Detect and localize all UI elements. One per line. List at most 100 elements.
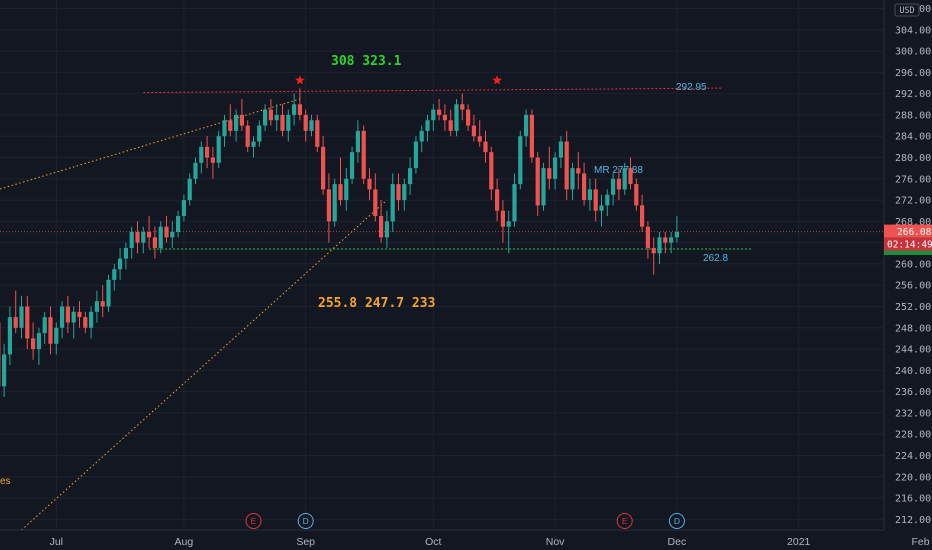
candle-body	[379, 216, 384, 238]
candle-up	[674, 216, 679, 243]
candle-down	[564, 130, 569, 201]
candle-up	[570, 162, 575, 201]
candle-down	[83, 311, 88, 334]
time-tick-label: Feb	[911, 536, 929, 548]
candle-up	[118, 247, 123, 280]
candle-body	[495, 189, 500, 211]
candle-up	[669, 232, 674, 254]
price-tick-label: 212.00	[895, 515, 931, 526]
price-tick-label: 284.00	[895, 132, 931, 143]
candle-body	[141, 232, 146, 243]
earnings-event-marker[interactable]: E	[616, 513, 633, 529]
candle-down	[645, 221, 650, 259]
candle-body	[48, 317, 53, 344]
candle-up	[106, 274, 111, 312]
candle-body	[558, 141, 563, 158]
candle-down	[483, 130, 488, 163]
price-tick-label: 232.00	[895, 408, 931, 419]
candle-up	[123, 242, 128, 270]
price-axis[interactable]: 212.00 216.00 220.00 224.00 228.00 232.00 236.…	[883, 0, 932, 530]
candle-down	[239, 98, 244, 131]
candle-up	[187, 173, 192, 206]
candle-body	[286, 114, 291, 131]
candle-down	[379, 200, 384, 243]
candle-up	[1, 343, 7, 397]
candle-down	[582, 162, 587, 206]
time-axis[interactable]: Jul Aug Sep Oct Nov Dec 2021 Feb	[0, 529, 930, 550]
candle-body	[303, 114, 308, 131]
dividend-event-marker[interactable]: D	[668, 513, 685, 529]
price-tick-label: 220.00	[895, 472, 931, 483]
candle-body	[512, 184, 517, 222]
candle-body	[338, 184, 343, 201]
price-tick-label: 304.00	[895, 25, 931, 36]
candle-up	[611, 173, 616, 206]
candle-down	[448, 109, 453, 137]
dividend-event-marker[interactable]: D	[297, 513, 314, 529]
countdown-tag-label: 02:14:49	[887, 240, 932, 251]
candle-up	[605, 189, 610, 217]
candle-body	[355, 130, 360, 153]
candle-up	[60, 301, 65, 339]
candle-body	[129, 232, 134, 248]
candle-down	[477, 120, 482, 147]
candle-body	[239, 114, 244, 126]
candle-up	[7, 306, 12, 366]
resistance-line	[143, 87, 724, 94]
star-icon	[492, 75, 502, 85]
candle-body	[152, 237, 157, 248]
candle-body	[489, 152, 494, 190]
candle-body	[483, 141, 488, 153]
candle-body	[454, 104, 459, 131]
earnings-event-marker[interactable]: E	[245, 513, 262, 529]
candle-body	[158, 226, 163, 248]
time-tick-label: Oct	[425, 536, 441, 548]
candle-down	[13, 290, 18, 334]
candle-body	[367, 178, 372, 190]
candle-body	[477, 136, 482, 142]
candle-body	[71, 311, 76, 323]
candle-down	[361, 125, 366, 185]
event-circle	[245, 513, 262, 529]
candle-up	[36, 327, 41, 366]
candle-up	[419, 125, 424, 153]
candle-body	[390, 184, 395, 222]
candle-down	[471, 114, 476, 142]
candle-down	[303, 109, 308, 142]
candle-body	[36, 333, 41, 350]
candle-body	[112, 269, 117, 280]
candle-body	[500, 210, 505, 227]
candle-body	[471, 125, 476, 137]
candle-body	[442, 114, 447, 121]
candle-body	[576, 168, 581, 174]
candle-down	[321, 136, 326, 195]
candle-body	[547, 168, 552, 179]
candle-up	[176, 210, 181, 238]
candle-body	[263, 109, 268, 126]
event-letter: E	[622, 516, 628, 526]
candle-body	[466, 109, 471, 126]
candle-down	[367, 168, 372, 201]
candle-body	[651, 247, 656, 254]
price-tick-label: 280.00	[895, 153, 931, 164]
candle-body	[640, 205, 645, 227]
candle-down	[25, 295, 30, 350]
candle-up	[222, 114, 227, 147]
candle-body	[396, 184, 401, 201]
candle-up	[622, 162, 627, 195]
candle-body	[570, 168, 575, 190]
candle-series[interactable]	[0, 88, 679, 402]
last-price-tag-label: 266.08	[897, 227, 932, 238]
price-tick-label: 240.00	[895, 366, 931, 377]
candle-body	[135, 232, 140, 243]
last-price-tag	[884, 224, 932, 238]
candle-body	[83, 317, 88, 328]
candle-body	[413, 141, 418, 169]
candle-up	[541, 162, 546, 211]
candle-body	[350, 152, 355, 179]
price-tick-label: 268.00	[895, 217, 931, 228]
candle-body	[147, 232, 152, 238]
